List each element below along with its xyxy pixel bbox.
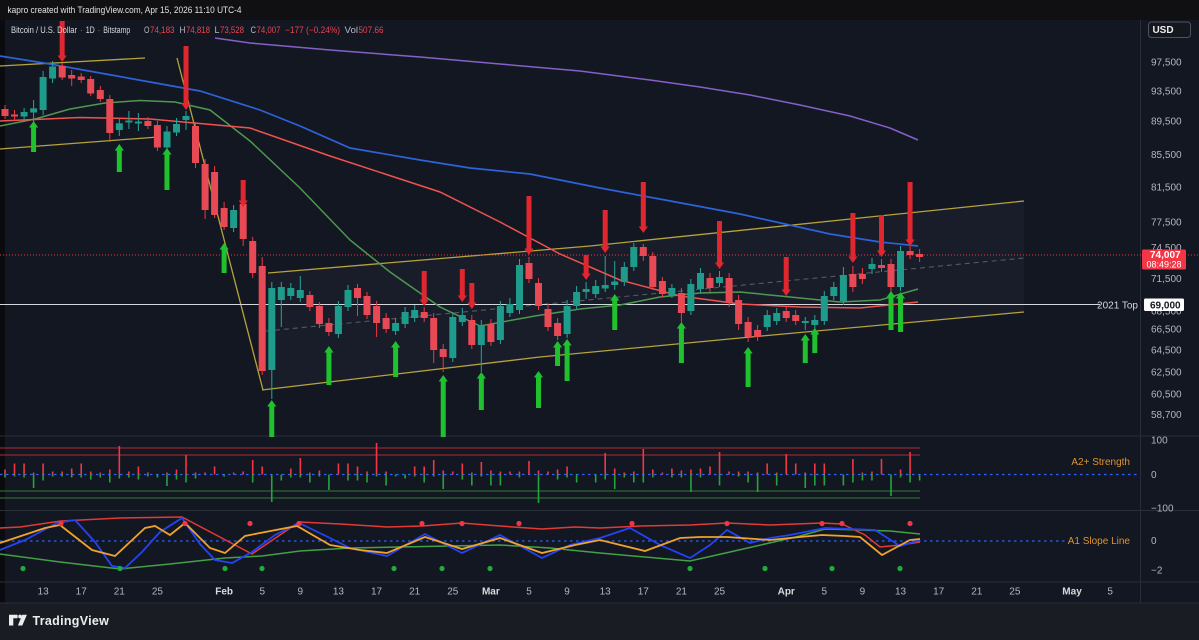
svg-text:13: 13 [333, 587, 345, 598]
svg-text:60,500: 60,500 [1151, 390, 1182, 401]
svg-text:H: H [180, 25, 186, 35]
svg-text:97,500: 97,500 [1151, 58, 1182, 69]
svg-text:2021 Top: 2021 Top [1097, 301, 1138, 312]
svg-text:21: 21 [971, 587, 983, 598]
svg-text:5: 5 [822, 587, 828, 598]
svg-text:62,500: 62,500 [1151, 368, 1182, 379]
svg-text:·: · [80, 25, 83, 35]
svg-text:13: 13 [895, 587, 907, 598]
svg-text:17: 17 [638, 587, 650, 598]
svg-text:25: 25 [1009, 587, 1021, 598]
svg-text:Bitcoin / U.S. Dollar: Bitcoin / U.S. Dollar [11, 25, 77, 35]
svg-text:Mar: Mar [482, 587, 500, 598]
svg-text:17: 17 [76, 587, 88, 598]
svg-text:13: 13 [38, 587, 50, 598]
svg-text:5: 5 [526, 587, 532, 598]
svg-text:74,818: 74,818 [186, 25, 210, 35]
svg-text:21: 21 [114, 587, 126, 598]
svg-text:·: · [98, 25, 101, 35]
svg-text:5: 5 [259, 587, 265, 598]
svg-text:100: 100 [1151, 436, 1168, 447]
svg-text:A1 Slope Line: A1 Slope Line [1068, 536, 1131, 547]
svg-text:25: 25 [447, 587, 459, 598]
svg-text:507.66: 507.66 [359, 25, 384, 35]
svg-text:1D: 1D [86, 25, 95, 35]
svg-text:73,528: 73,528 [220, 25, 244, 35]
svg-text:TradingView: TradingView [33, 614, 110, 628]
svg-text:May: May [1062, 587, 1082, 598]
svg-text:66,500: 66,500 [1151, 325, 1182, 336]
svg-text:74,007: 74,007 [257, 25, 281, 35]
svg-text:08:49:28: 08:49:28 [1147, 260, 1182, 270]
svg-text:21: 21 [676, 587, 688, 598]
svg-text:81,500: 81,500 [1151, 183, 1182, 194]
svg-text:13: 13 [600, 587, 612, 598]
svg-text:0: 0 [1151, 536, 1157, 547]
svg-text:5: 5 [1107, 587, 1113, 598]
svg-text:Vol: Vol [345, 25, 359, 35]
svg-text:58,700: 58,700 [1151, 410, 1182, 421]
svg-text:74,500: 74,500 [1151, 243, 1182, 254]
svg-text:9: 9 [564, 587, 570, 598]
svg-text:17: 17 [933, 587, 945, 598]
svg-text:9: 9 [298, 587, 304, 598]
svg-text:9: 9 [860, 587, 866, 598]
svg-text:64,500: 64,500 [1151, 346, 1182, 357]
svg-text:Apr: Apr [778, 587, 795, 598]
svg-text:25: 25 [152, 587, 164, 598]
svg-text:74,183: 74,183 [150, 25, 175, 35]
svg-text:93,500: 93,500 [1151, 87, 1182, 98]
svg-text:−2: −2 [1151, 566, 1163, 577]
svg-text:74,007: 74,007 [1150, 250, 1181, 261]
svg-text:69,000: 69,000 [1150, 301, 1181, 312]
svg-text:A2+ Strength: A2+ Strength [1071, 457, 1130, 468]
svg-text:71,500: 71,500 [1151, 274, 1182, 285]
svg-text:0: 0 [1151, 470, 1157, 481]
svg-text:−177 (−0.24%): −177 (−0.24%) [285, 25, 340, 35]
svg-text:Bitstamp: Bitstamp [103, 25, 130, 35]
svg-text:USD: USD [1152, 25, 1173, 36]
svg-text:O: O [144, 25, 150, 35]
svg-text:85,500: 85,500 [1151, 150, 1182, 161]
svg-text:68,500: 68,500 [1151, 307, 1182, 318]
svg-text:77,500: 77,500 [1151, 218, 1182, 229]
svg-text:−100: −100 [1151, 504, 1174, 515]
svg-text:C: C [251, 25, 257, 35]
svg-text:89,500: 89,500 [1151, 117, 1182, 128]
svg-text:kapro created with TradingView: kapro created with TradingView.com, Apr … [8, 5, 242, 15]
svg-text:Feb: Feb [215, 587, 233, 598]
svg-text:21: 21 [409, 587, 421, 598]
svg-text:25: 25 [714, 587, 726, 598]
svg-text:17: 17 [371, 587, 383, 598]
svg-text:L: L [215, 25, 220, 35]
